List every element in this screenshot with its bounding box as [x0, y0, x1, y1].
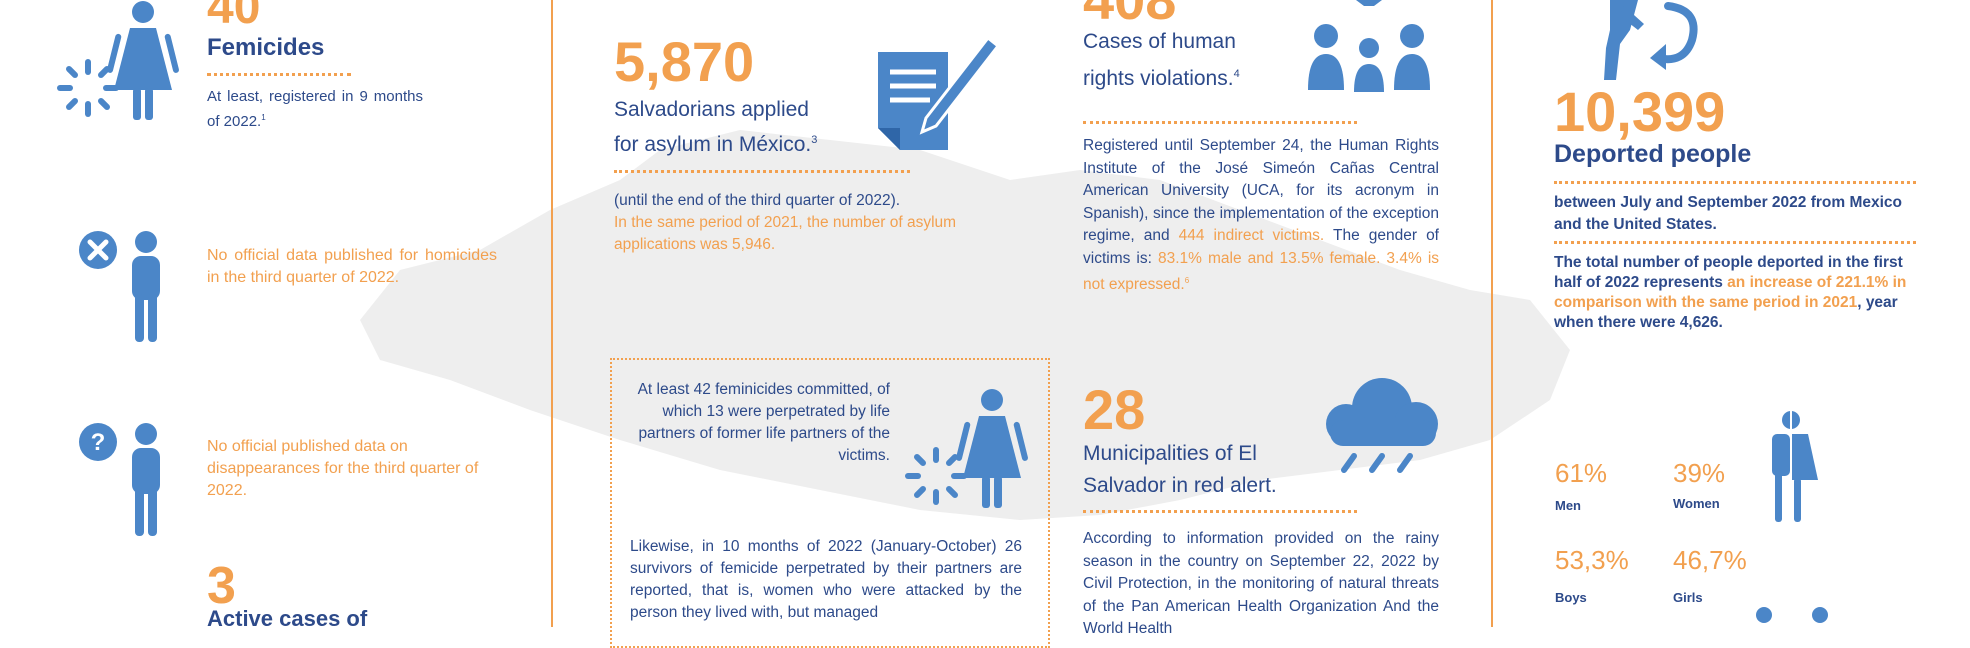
asylum-divider [614, 170, 910, 173]
girls-label: Girls [1673, 590, 1703, 605]
girls-percent: 46,7% [1673, 545, 1747, 575]
asylum-period: (until the end of the third quarter of 2… [614, 192, 901, 209]
red-alert-number: 28 [1083, 378, 1146, 441]
active-cases-title: Active cases of [207, 606, 368, 631]
column-divider-1 [551, 0, 553, 627]
deported-divider-2 [1554, 241, 1916, 244]
column-divider-2 [1491, 0, 1493, 627]
femicides-text: At least, registered in 9 months of 2022… [207, 88, 423, 130]
document-pen-icon [878, 35, 1000, 150]
femicides-title: Femicides [207, 34, 325, 61]
children-icon [1756, 607, 1828, 623]
feminicides-box-text-2: Likewise, in 10 months of 2022 (January-… [630, 538, 1022, 621]
homicides-text: No official data published for homicides… [207, 247, 497, 286]
men-label: Men [1555, 498, 1581, 513]
femicides-footnote: 1 [261, 113, 266, 122]
active-cases-number: 3 [207, 557, 236, 615]
red-alert-divider [1083, 510, 1357, 513]
feminicides-box-text: At least 42 feminicides committed, of wh… [637, 381, 890, 464]
deported-person-icon [1604, 0, 1698, 80]
person-question-icon: ? [79, 423, 160, 536]
human-rights-text: Registered until September 24, the Human… [1083, 137, 1440, 294]
asylum-number: 5,870 [614, 30, 755, 93]
human-rights-number: 408 [1083, 0, 1176, 28]
boys-label: Boys [1555, 590, 1587, 605]
femicides-number: 40 [207, 0, 261, 34]
man-woman-icon [1772, 410, 1818, 526]
person-no-data-icon [79, 231, 160, 342]
woman-violence-icon-2 [905, 389, 1028, 508]
rain-cloud-icon [1326, 378, 1438, 473]
men-percent: 61% [1555, 458, 1608, 488]
svg-text:?: ? [91, 429, 106, 456]
femicides-divider [207, 73, 351, 76]
disappearances-text: No official published data on disappeara… [207, 438, 479, 499]
asylum-title: Salvadorians applied for asylum in Méxic… [614, 98, 818, 156]
group-people-icon [1308, 0, 1430, 92]
human-rights-footnote: 4 [1233, 68, 1240, 80]
deported-number: 10,399 [1554, 80, 1726, 143]
boys-percent: 53,3% [1555, 545, 1629, 575]
women-label: Women [1673, 496, 1720, 511]
woman-violence-icon [57, 1, 179, 120]
red-alert-text: According to information provided on the… [1083, 530, 1439, 637]
deported-period: between July and September 2022 from Mex… [1554, 194, 1903, 233]
deported-text: The total number of people deported in t… [1554, 254, 1907, 331]
human-rights-divider [1083, 121, 1357, 124]
human-rights-footnote-2: 6 [1184, 276, 1190, 285]
human-rights-title: Cases of human rights violations.4 [1083, 30, 1240, 90]
red-alert-title: Municipalities of El Salvador in red ale… [1083, 442, 1277, 497]
asylum-comparison: In the same period of 2021, the number o… [614, 214, 957, 253]
asylum-footnote: 3 [811, 134, 818, 146]
deported-title: Deported people [1554, 140, 1752, 168]
el-salvador-map-background [360, 130, 1570, 520]
women-percent: 39% [1673, 458, 1726, 488]
deported-divider [1554, 181, 1916, 184]
